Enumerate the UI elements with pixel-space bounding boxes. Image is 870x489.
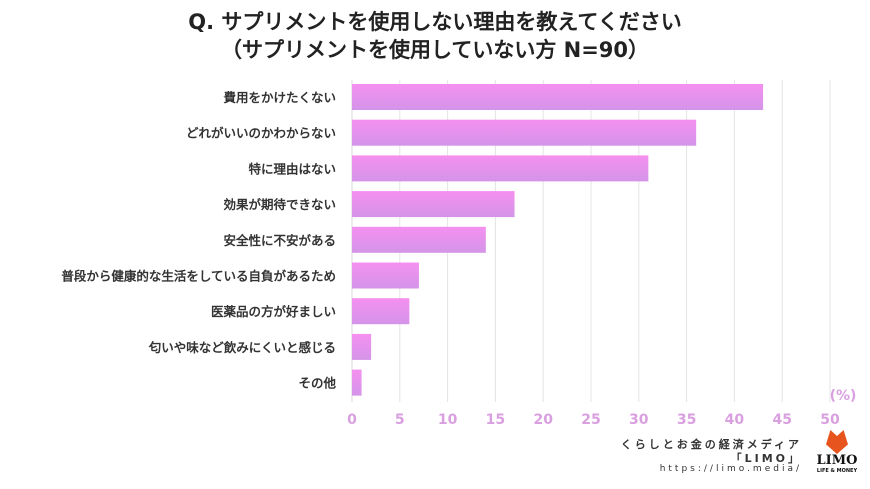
- x-tick-label: 0: [347, 412, 357, 428]
- fox-icon: [826, 430, 848, 454]
- bar: [352, 298, 410, 325]
- credit-line1: くらしとお金の経済メディア: [620, 438, 802, 451]
- bar: [352, 155, 649, 182]
- unit-label: (%): [830, 388, 857, 404]
- category-label: 安全性に不安がある: [223, 233, 336, 248]
- bar: [352, 119, 697, 146]
- category-label: 普段から健康的な生活をしている自負があるため: [61, 269, 336, 284]
- x-tick-label: 30: [629, 412, 649, 428]
- category-label: その他: [298, 376, 336, 391]
- credit-url: https://limo.media/: [659, 464, 802, 474]
- category-label: 医薬品の方が好ましい: [211, 304, 336, 319]
- bar: [352, 262, 419, 289]
- x-tick-label: 25: [581, 412, 600, 428]
- bar: [352, 84, 764, 110]
- limo-logo: LIMO LIFE & MONEY: [812, 430, 862, 474]
- x-tick-label: 10: [438, 412, 458, 428]
- x-tick-label: 50: [820, 412, 840, 428]
- chart-title: Q. サプリメントを使用しない理由を教えてください: [188, 10, 682, 34]
- bar: [352, 369, 362, 396]
- bar: [352, 191, 515, 218]
- x-tick-label: 35: [677, 412, 696, 428]
- logo-text: LIMO: [816, 453, 858, 468]
- x-tick-label: 20: [533, 412, 553, 428]
- bar: [352, 226, 486, 253]
- logo-subtext: LIFE & MONEY: [816, 468, 858, 474]
- x-tick-label: 5: [395, 412, 405, 428]
- category-label: どれがいいのかわからない: [186, 126, 336, 141]
- category-label: 効果が期待できない: [223, 197, 336, 212]
- bar: [352, 333, 372, 360]
- category-label: 匂いや味など飲みにくいと感じる: [148, 340, 336, 355]
- chart-subtitle: （サプリメントを使用していない方 N=90）: [220, 38, 650, 62]
- x-tick-label: 15: [486, 412, 505, 428]
- category-label: 費用をかけたくない: [223, 90, 336, 105]
- x-tick-label: 40: [725, 412, 745, 428]
- x-tick-label: 45: [772, 412, 791, 428]
- category-label: 特に理由はない: [248, 161, 336, 176]
- credit-line2: 「LIMO」: [730, 452, 802, 465]
